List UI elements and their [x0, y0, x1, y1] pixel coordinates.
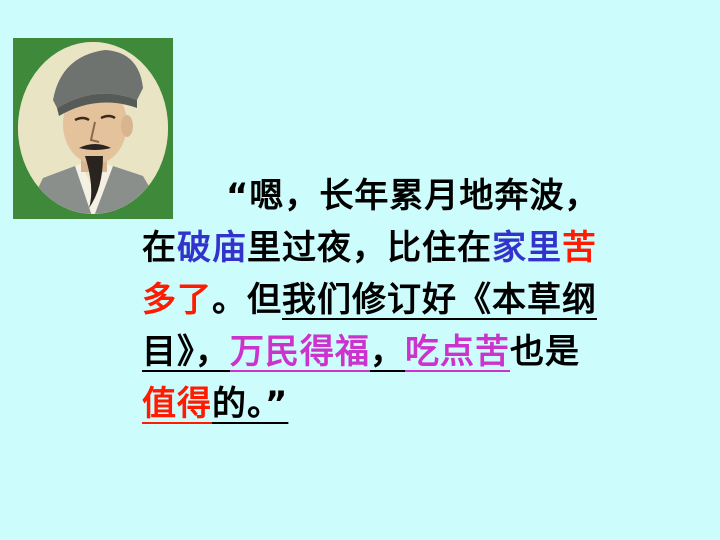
- scholar-portrait: [13, 38, 173, 219]
- quote-line-5: 值得的。”: [142, 378, 712, 430]
- quote-segment: 在: [142, 228, 177, 268]
- quote-segment-red: 苦: [562, 228, 597, 268]
- quote-segment: 里过夜，比住在: [247, 228, 492, 268]
- quote-line-1: “嗯，长年累月地奔波，: [142, 170, 712, 222]
- quote-segment: 也是: [510, 332, 580, 372]
- quote-segment: 。但: [212, 280, 282, 320]
- quote-line-1-text: “嗯，长年累月地奔波，: [226, 176, 600, 216]
- quote-text: “嗯，长年累月地奔波， 在破庙里过夜，比住在家里苦 多了。但我们修订好《本草纲 …: [142, 170, 712, 430]
- quote-segment-blue: 破庙: [177, 228, 247, 268]
- quote-segment-underlined: 的。”: [212, 384, 289, 424]
- quote-line-4: 目》，万民得福，吃点苦也是: [142, 326, 712, 378]
- portrait-illustration-icon: [18, 42, 168, 214]
- quote-segment-pink-underlined: 吃点苦: [405, 332, 510, 372]
- quote-segment-pink-underlined: 万民得福: [230, 332, 370, 372]
- quote-line-2: 在破庙里过夜，比住在家里苦: [142, 222, 712, 274]
- quote-segment-red: 多了: [142, 280, 212, 320]
- quote-line-3: 多了。但我们修订好《本草纲: [142, 274, 712, 326]
- quote-segment-underlined: 我们修订好《本草纲: [282, 280, 597, 320]
- quote-segment-underlined: 目》，: [142, 332, 230, 372]
- quote-segment-red-underlined: 值得: [142, 384, 212, 424]
- quote-segment-blue: 家里: [492, 228, 562, 268]
- quote-segment-underlined: ，: [370, 332, 405, 372]
